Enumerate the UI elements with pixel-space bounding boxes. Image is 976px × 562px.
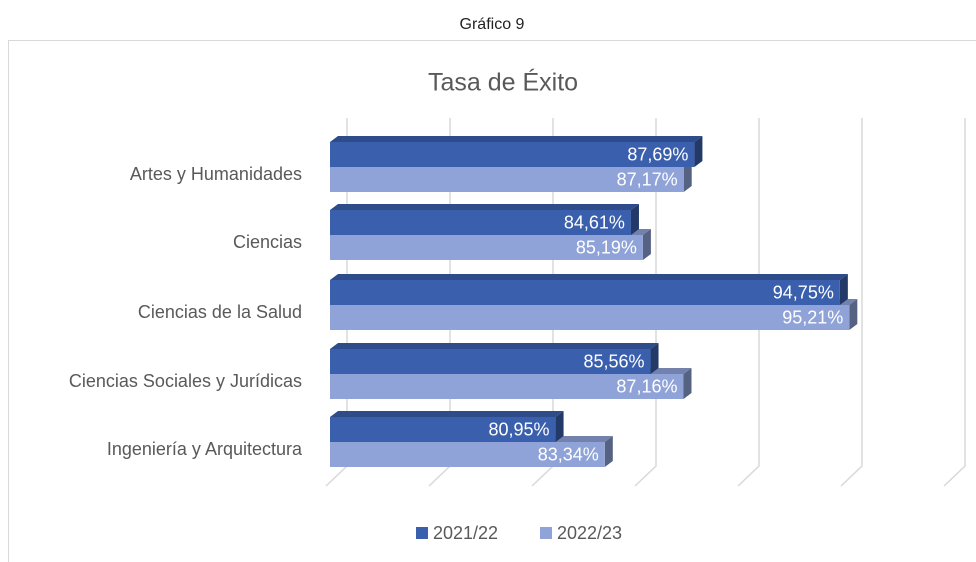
bar xyxy=(330,280,840,305)
y-tick-label: Ciencias Sociales y Jurídicas xyxy=(69,371,302,391)
legend-swatch xyxy=(540,527,552,539)
data-label: 84,61% xyxy=(564,212,625,232)
bar-top xyxy=(330,204,639,210)
data-label: 87,17% xyxy=(617,169,678,189)
grid-line xyxy=(840,118,863,487)
data-label: 87,16% xyxy=(616,376,677,396)
bar xyxy=(330,142,695,167)
bar xyxy=(330,210,631,235)
data-label: 85,56% xyxy=(583,351,644,371)
bar-side xyxy=(642,229,651,260)
legend-swatch xyxy=(416,527,428,539)
bar-side xyxy=(650,343,659,374)
bar-side xyxy=(849,299,858,330)
data-label: 94,75% xyxy=(773,282,834,302)
bar-top xyxy=(330,411,564,417)
bar-side xyxy=(694,136,703,167)
data-label: 95,21% xyxy=(782,307,843,327)
data-label: 85,19% xyxy=(576,237,637,257)
bar-side xyxy=(683,368,692,399)
bar xyxy=(330,442,605,467)
grid-line xyxy=(634,118,657,487)
bar-top xyxy=(330,274,848,280)
legend-label: 2022/23 xyxy=(557,523,622,543)
chart-frame xyxy=(8,40,976,562)
bar xyxy=(330,374,684,399)
grid-line xyxy=(943,118,966,487)
grid-line xyxy=(737,118,760,487)
bar-top xyxy=(330,343,659,349)
data-label: 80,95% xyxy=(489,419,550,439)
bar-side xyxy=(630,204,639,235)
bar-side xyxy=(555,411,564,442)
bar xyxy=(330,417,556,442)
y-tick-label: Ciencias de la Salud xyxy=(138,302,302,322)
bar xyxy=(330,235,643,260)
y-tick-label: Ciencias xyxy=(233,232,302,252)
y-tick-label: Artes y Humanidades xyxy=(130,164,302,184)
data-label: 87,69% xyxy=(627,144,688,164)
caption: Gráfico 9 xyxy=(460,16,525,33)
y-tick-label: Ingeniería y Arquitectura xyxy=(107,439,303,459)
bar xyxy=(330,305,850,330)
legend-label: 2021/22 xyxy=(433,523,498,543)
bar xyxy=(330,349,651,374)
chart-title: Tasa de Éxito xyxy=(428,68,578,97)
data-label: 83,34% xyxy=(538,444,599,464)
bar-side xyxy=(839,274,848,305)
bar xyxy=(330,167,684,192)
bar-side xyxy=(604,436,613,467)
bar-top xyxy=(330,136,703,142)
bar-side xyxy=(683,161,692,192)
